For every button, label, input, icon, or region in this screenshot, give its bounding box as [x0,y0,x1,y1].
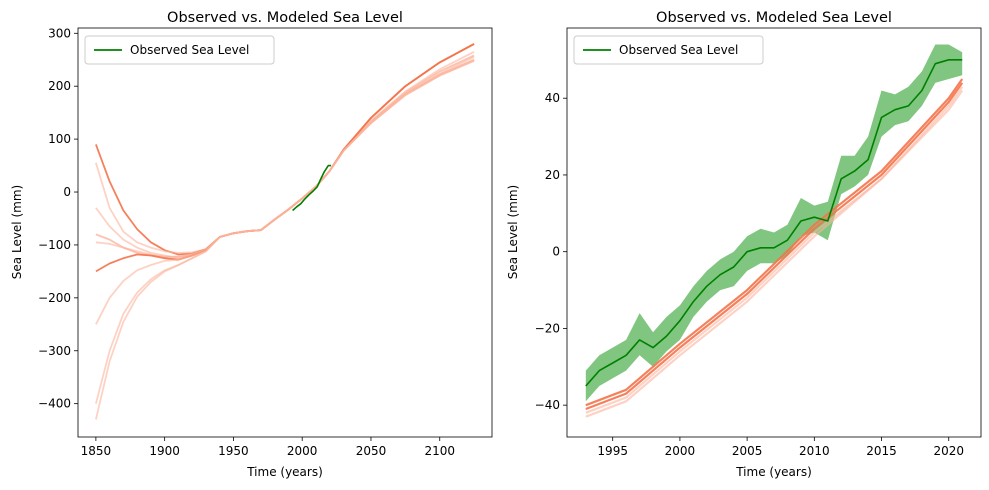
left-model-run-9 [95,59,475,420]
left-observed-series [292,164,332,212]
right-legend-label: Observed Sea Level [619,43,738,57]
right-model-run-1 [585,78,964,407]
right-y-tick-label: −20 [535,321,560,335]
right-x-tick-label: 2005 [732,444,763,458]
left-chart: Observed vs. Modeled Sea Level Time (yea… [10,10,493,479]
left-axis-ticks: 1850 1900 1950 2000 2050 2100 300 200 100 0 −100 −2… [38,26,455,458]
right-observed-line [585,58,963,387]
right-y-tick-label: 40 [545,91,560,105]
right-y-axis-label: Sea Level (mm) [506,185,520,279]
left-model-run-2 [95,50,475,254]
right-legend: Observed Sea Level [573,35,764,65]
right-y-tick-label: 20 [545,168,560,182]
left-observed-line [292,164,332,212]
right-x-axis-label: Time (years) [735,465,812,479]
right-chart-title: Observed vs. Modeled Sea Level [656,10,892,26]
right-x-tick-label: 2010 [799,444,830,458]
left-model-run-3 [95,58,475,260]
right-y-tick-label: −40 [535,398,560,412]
right-observed-series [585,58,963,387]
left-legend-label: Observed Sea Level [130,43,249,57]
left-model-run-6 [95,43,475,273]
left-x-tick-label: 2100 [424,444,455,458]
left-y-axis-label: Sea Level (mm) [10,185,24,279]
left-legend-box [84,35,275,65]
left-y-tick-label: −200 [38,291,71,305]
left-legend: Observed Sea Level [84,35,275,65]
left-y-tick-label: −100 [38,238,71,252]
right-x-tick-label: 2020 [933,444,964,458]
right-model-run-4 [585,89,964,418]
left-x-tick-label: 1900 [149,444,180,458]
left-y-tick-label: 200 [48,79,71,93]
left-model-run-1 [95,43,475,256]
left-x-axis-label: Time (years) [246,465,323,479]
left-y-tick-label: 0 [63,185,71,199]
left-x-tick-label: 2000 [287,444,318,458]
right-plot-frame [566,27,982,438]
right-y-tick-label: 0 [552,245,560,259]
left-model-runs [95,43,475,420]
right-observed-uncertainty-band [585,44,963,402]
right-chart: Observed vs. Modeled Sea Level Time (yea… [506,10,982,479]
right-observed-band [585,44,963,402]
left-chart-title: Observed vs. Modeled Sea Level [167,10,403,26]
left-x-tick-label: 1950 [218,444,249,458]
left-x-tick-label: 2050 [356,444,387,458]
left-y-tick-label: −300 [38,344,71,358]
right-model-run-3 [585,86,964,414]
left-y-tick-label: 300 [48,26,71,40]
left-model-run-4 [95,54,475,258]
right-model-run-2 [585,82,964,411]
left-y-tick-label: 100 [48,132,71,146]
right-legend-box [573,35,764,65]
left-x-tick-label: 1850 [81,444,112,458]
left-model-run-8 [95,59,475,404]
right-x-tick-label: 1995 [597,444,628,458]
left-plot-frame [77,27,493,438]
right-model-runs [585,78,964,418]
right-x-tick-label: 2015 [866,444,897,458]
right-axis-ticks: 1995 2000 2005 2010 2015 2020 40 20 0 −20 −40 [535,91,964,458]
right-x-tick-label: 2000 [665,444,696,458]
left-model-run-7 [95,56,475,325]
left-y-tick-label: −400 [38,397,71,411]
